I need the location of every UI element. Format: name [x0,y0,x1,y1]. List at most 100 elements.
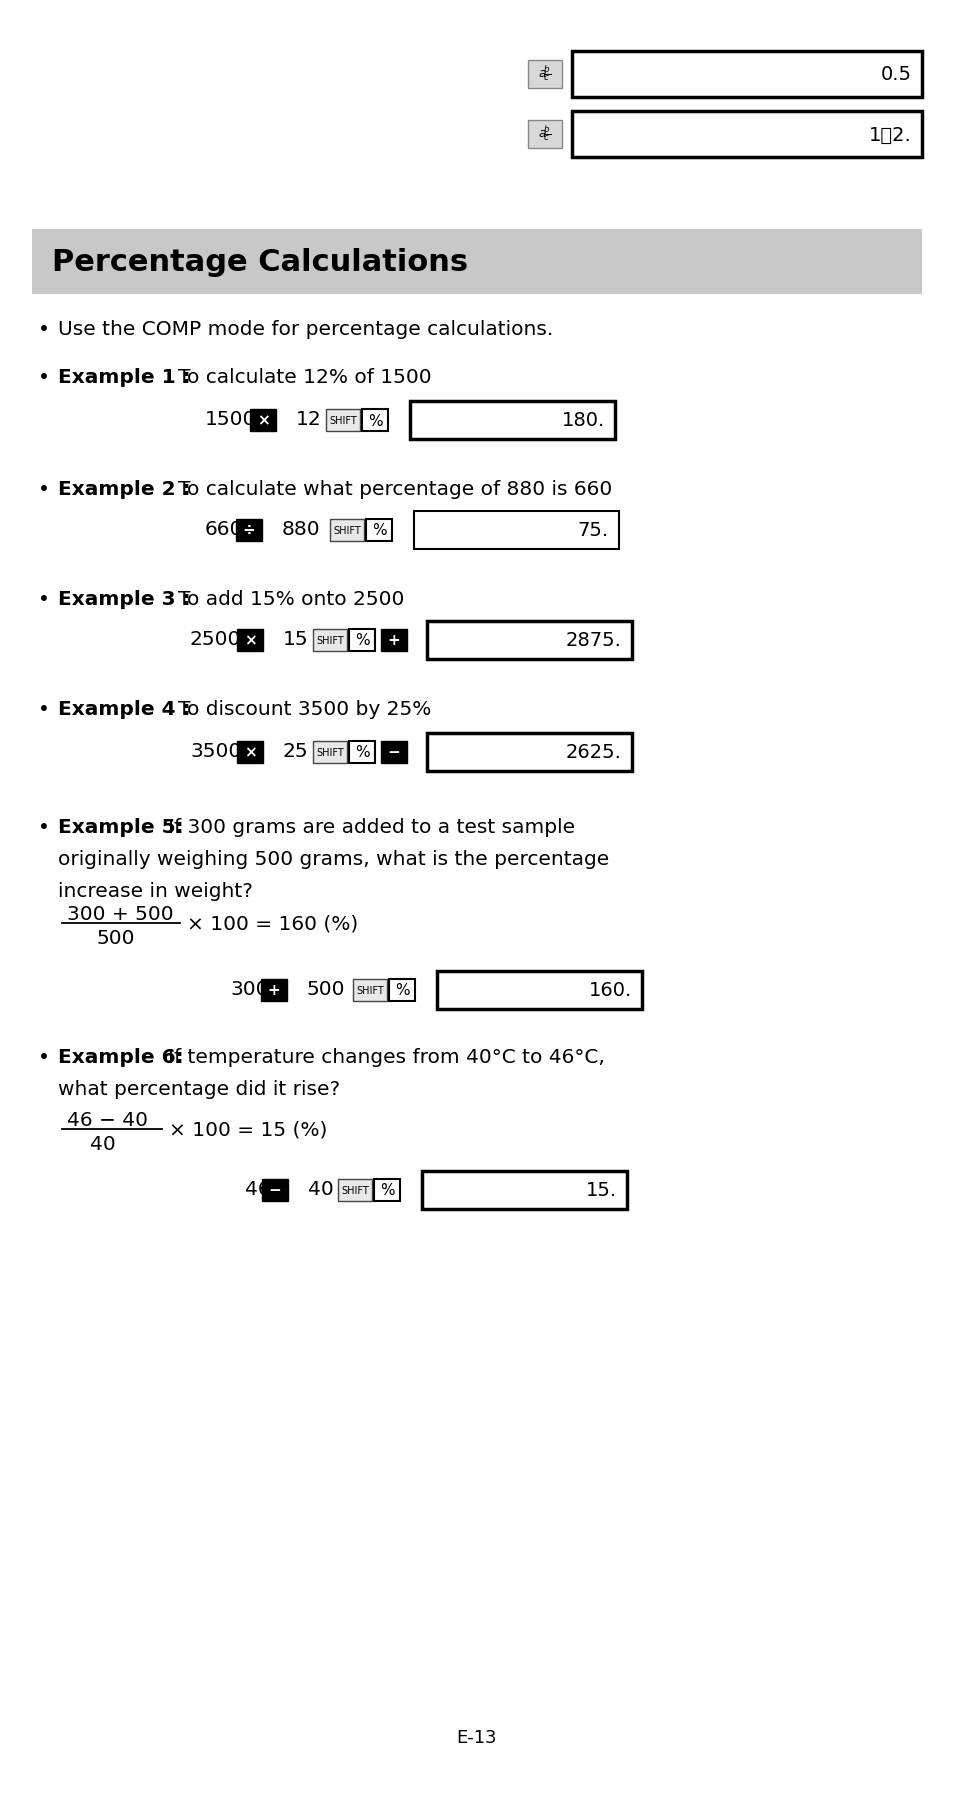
Text: •: • [38,589,50,609]
Text: Example 4 :: Example 4 : [58,699,191,719]
Text: +: + [387,632,400,649]
Text: To add 15% onto 2500: To add 15% onto 2500 [178,589,404,609]
Text: 15.: 15. [585,1180,617,1200]
Text: Example 6:: Example 6: [58,1048,183,1066]
Text: −: − [387,744,400,761]
Text: what percentage did it rise?: what percentage did it rise? [58,1079,340,1099]
Text: 300: 300 [230,979,268,999]
Text: If temperature changes from 40°C to 46°C,: If temperature changes from 40°C to 46°C… [168,1048,604,1066]
Text: Example 2 :: Example 2 : [58,479,191,499]
Text: %: % [355,744,369,761]
Text: $a\!\frac{b}{c}$: $a\!\frac{b}{c}$ [537,123,551,143]
Bar [330,520,364,542]
Text: E-13: E-13 [456,1727,497,1746]
Bar [326,410,359,432]
Text: Example 3 :: Example 3 : [58,589,191,609]
Text: 46: 46 [245,1180,271,1198]
Text: 1⌒2.: 1⌒2. [868,125,911,145]
Text: 40: 40 [90,1135,115,1153]
Bar [353,979,387,1001]
Text: 3500: 3500 [190,741,241,761]
Text: 500: 500 [97,929,135,947]
Text: originally weighing 500 grams, what is the percentage: originally weighing 500 grams, what is t… [58,849,609,869]
Text: %: % [372,524,386,538]
Text: ÷: ÷ [242,524,255,538]
Text: 160.: 160. [588,981,631,999]
Text: To calculate what percentage of 880 is 660: To calculate what percentage of 880 is 6… [178,479,612,499]
Text: ×: × [243,744,256,761]
Bar [436,972,641,1010]
Text: %: % [355,632,369,649]
Text: SHIFT: SHIFT [341,1185,369,1196]
Bar [572,112,921,157]
Text: −: − [269,1184,281,1198]
Text: •: • [38,320,50,340]
Text: SHIFT: SHIFT [333,526,360,535]
Text: 46 − 40: 46 − 40 [67,1109,148,1129]
Text: 300 + 500: 300 + 500 [67,905,173,923]
Text: 0.5: 0.5 [880,65,911,85]
Bar [380,629,407,652]
Bar [527,121,561,148]
Text: 2625.: 2625. [565,743,621,763]
Bar [261,979,287,1001]
Text: %: % [379,1184,394,1198]
Text: %: % [395,983,409,997]
Text: 2875.: 2875. [565,631,621,651]
Text: ×: × [256,414,269,428]
Text: •: • [38,369,50,387]
Text: 25: 25 [283,741,309,761]
Text: × 100 = 160 (%): × 100 = 160 (%) [187,914,358,934]
Text: Use the COMP mode for percentage calculations.: Use the COMP mode for percentage calcula… [58,320,553,340]
Bar [250,410,275,432]
Bar [380,741,407,764]
Text: 880: 880 [282,520,320,538]
Text: %: % [367,414,382,428]
Text: SHIFT: SHIFT [315,748,343,757]
Text: 180.: 180. [561,412,604,430]
Text: 12: 12 [295,410,321,428]
Text: Example 1 :: Example 1 : [58,369,191,387]
Text: Example 5:: Example 5: [58,817,183,837]
Text: ×: × [243,632,256,649]
Bar [349,629,375,652]
Text: SHIFT: SHIFT [329,416,356,426]
Text: SHIFT: SHIFT [355,985,383,996]
Text: If 300 grams are added to a test sample: If 300 grams are added to a test sample [168,817,575,837]
Text: •: • [38,699,50,719]
Text: +: + [268,983,280,997]
Text: 15: 15 [283,629,309,649]
Text: 660: 660 [205,520,243,538]
Bar [313,629,347,652]
Text: 1500: 1500 [205,410,256,428]
Bar [313,741,347,764]
Text: Percentage Calculations: Percentage Calculations [52,248,468,276]
Bar [527,61,561,89]
Bar [366,520,392,542]
Text: •: • [38,479,50,499]
Text: 500: 500 [307,979,345,999]
Bar [32,229,921,295]
Text: $a\!\frac{b}{c}$: $a\!\frac{b}{c}$ [537,63,551,83]
Bar [349,741,375,764]
Bar [235,520,262,542]
Bar [427,734,631,772]
Text: increase in weight?: increase in weight? [58,882,253,900]
Bar [427,622,631,660]
Bar [421,1171,626,1209]
Text: To calculate 12% of 1500: To calculate 12% of 1500 [178,369,431,387]
Text: 75.: 75. [578,520,608,540]
Bar [337,1180,372,1202]
Bar [374,1180,399,1202]
Bar [389,979,415,1001]
Text: × 100 = 15 (%): × 100 = 15 (%) [169,1120,327,1140]
Bar [236,629,263,652]
Bar [262,1180,288,1202]
Bar [410,401,615,439]
Text: 2500: 2500 [190,629,241,649]
Bar [414,511,618,549]
Text: •: • [38,817,50,837]
Text: 40: 40 [308,1180,334,1198]
Bar [572,52,921,98]
Bar [236,741,263,764]
